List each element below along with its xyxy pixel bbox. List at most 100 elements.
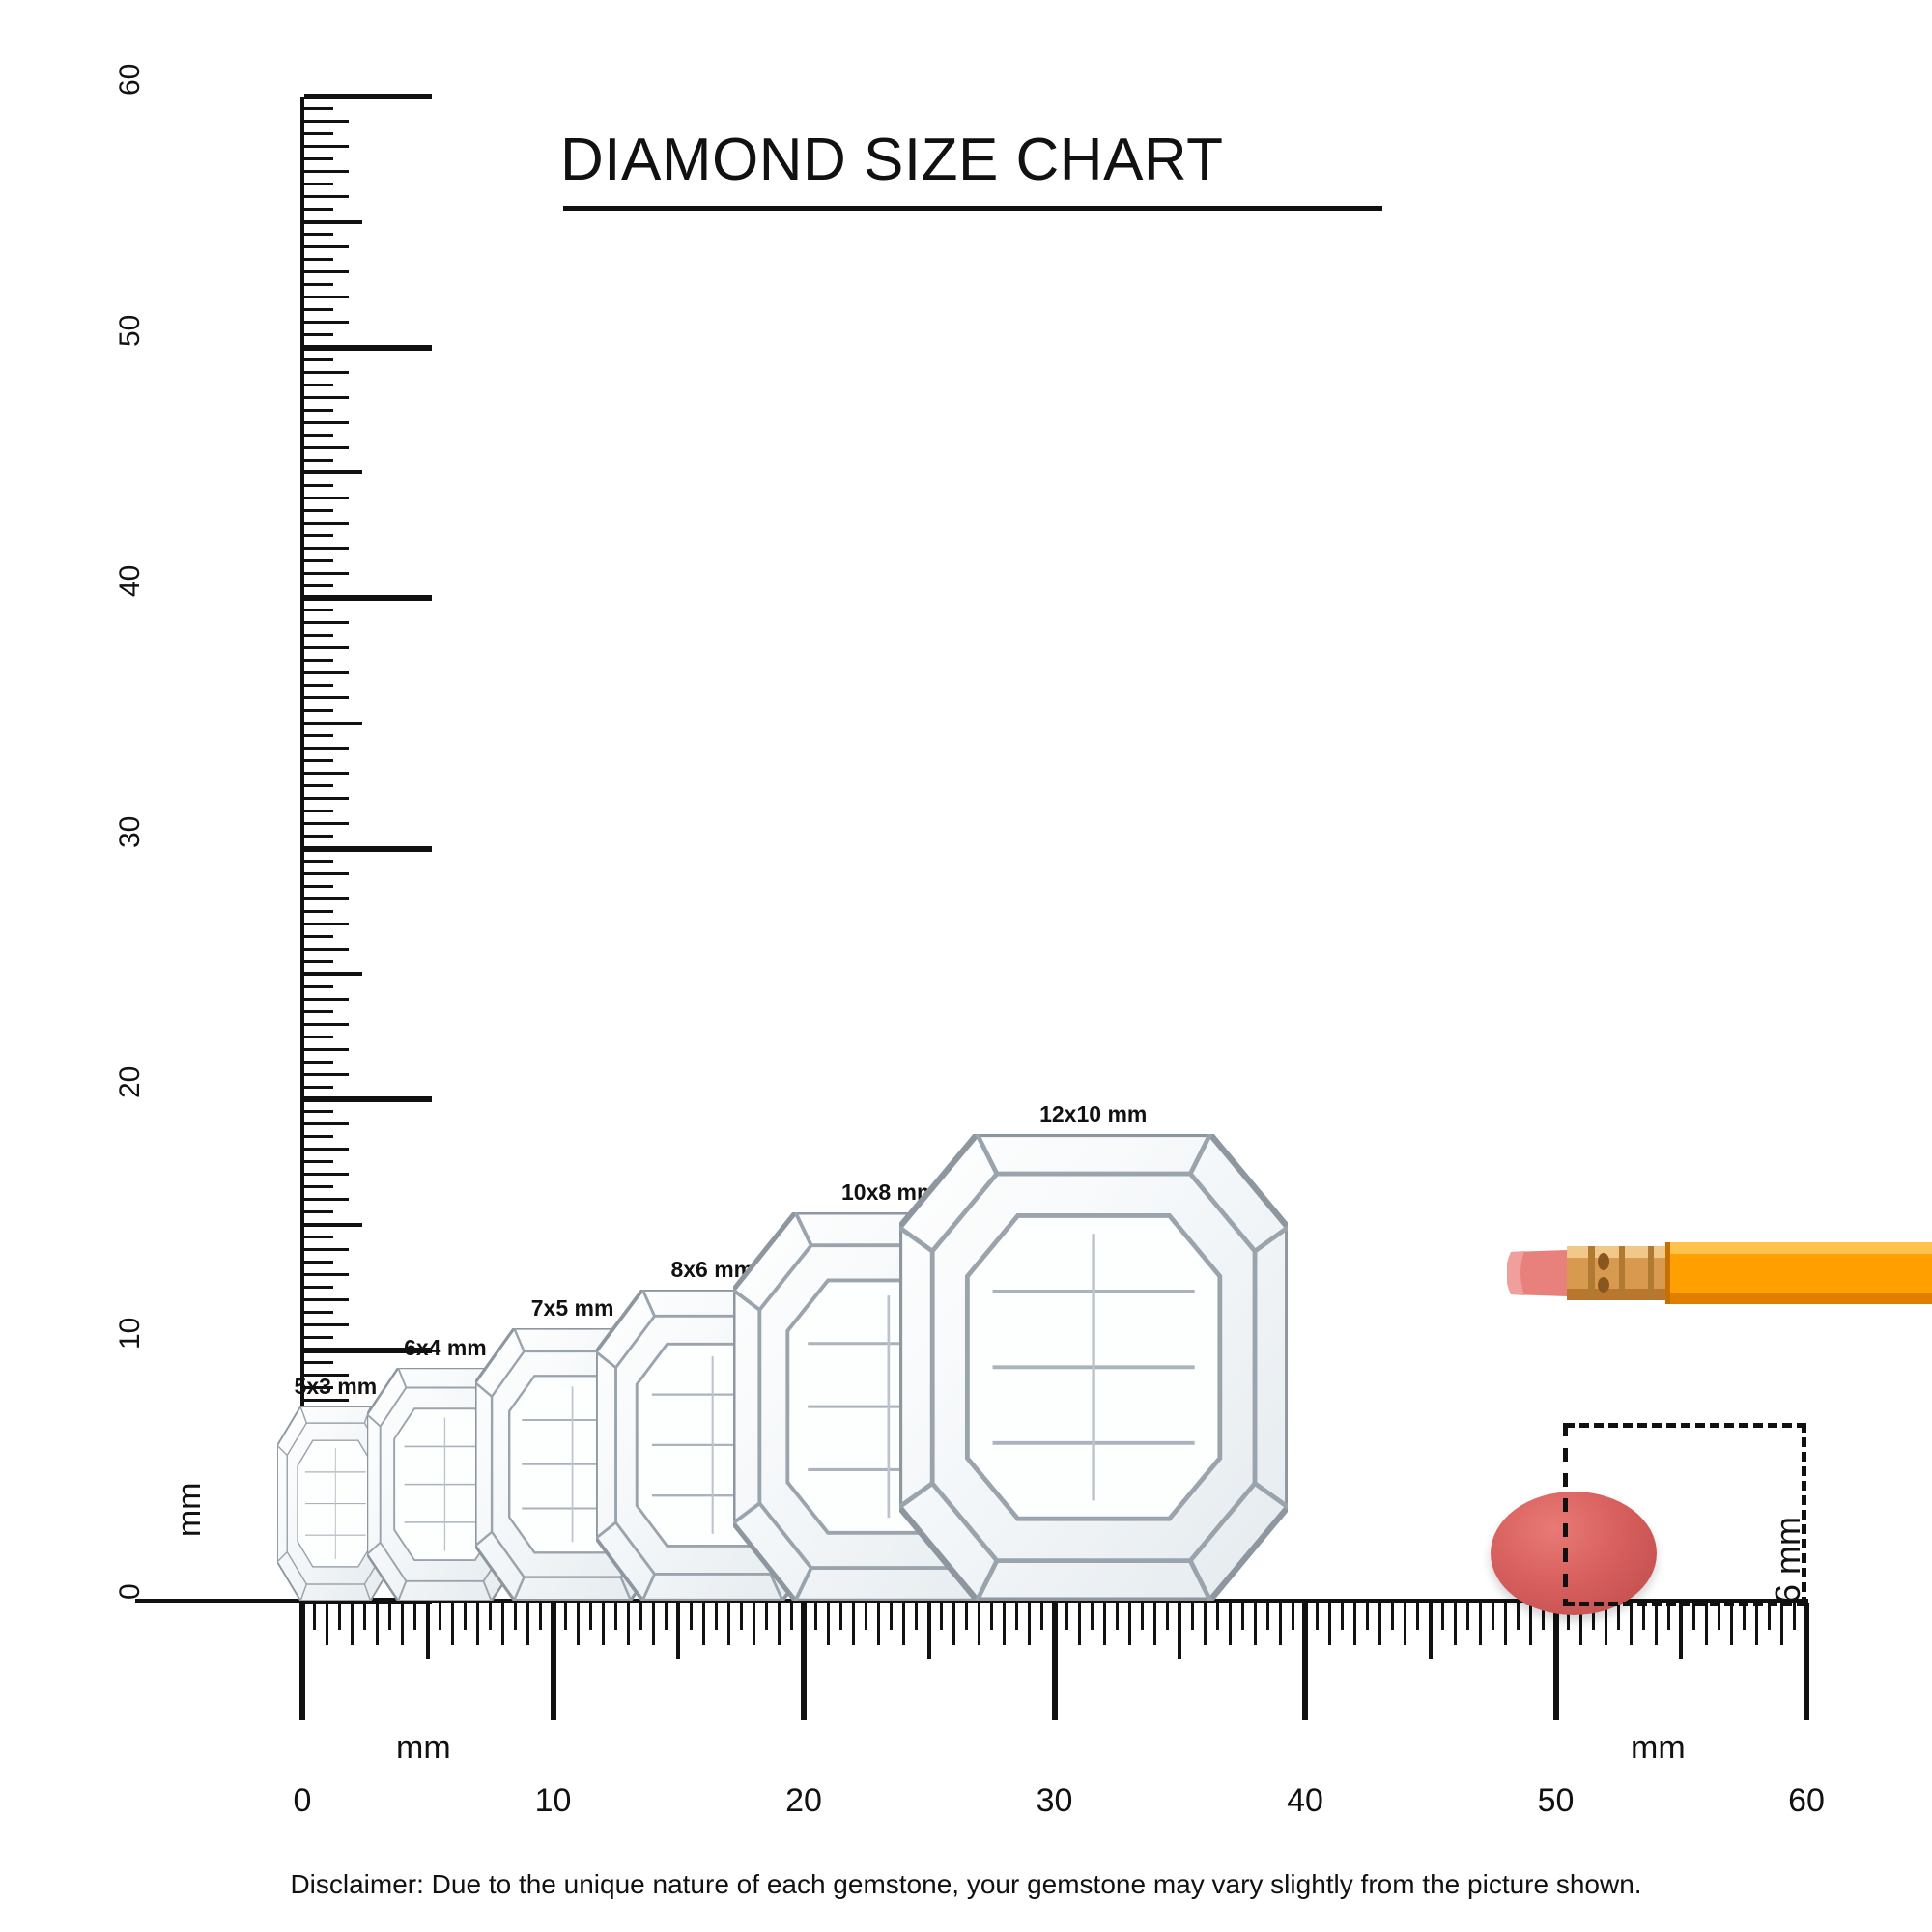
ruler-tick [304,621,349,625]
ruler-tick [304,1222,362,1227]
ruler-tick [304,684,333,688]
ruler-tick [304,822,349,826]
horizontal-ruler-unit-label-left: mm [396,1729,451,1766]
ruler-tick [1003,1603,1007,1645]
ruler-tick [304,344,432,351]
ruler-tick [304,947,349,951]
ruler-tick [965,1603,969,1630]
ruler-tick [304,1373,349,1377]
ruler-tick [304,909,333,913]
ruler-tick [304,546,349,550]
ruler-tick [539,1603,543,1630]
ruler-tick [326,1603,329,1645]
ruler-tick [304,170,349,174]
ruler-tick [1654,1603,1658,1645]
ruler-tick [1102,1603,1106,1645]
measure-bracket [1565,1423,1806,1606]
ruler-tick [304,270,349,274]
ruler-tick [304,1261,333,1264]
ruler-tick [1115,1603,1119,1630]
ruler-tick [304,709,333,713]
ruler-tick [304,1198,349,1202]
ruler-tick [304,1096,432,1102]
horizontal-ruler-axis [135,1599,1808,1603]
ruler-tick [1529,1603,1533,1645]
ruler-tick [304,1273,349,1277]
ruler-tick [1316,1603,1320,1630]
ruler-tick [1779,1603,1783,1645]
ruler-tick [726,1603,730,1645]
ruler-tick [626,1603,630,1645]
ruler-tick [801,1603,807,1720]
disclaimer-text: Disclaimer: Due to the unique nature of … [290,1869,1642,1899]
ruler-tick [1629,1603,1633,1645]
ruler-tick [1240,1603,1244,1630]
ruler-tick [401,1603,405,1645]
ruler-tick [304,283,333,287]
horizontal-ruler-unit-label-right: mm [1631,1729,1686,1766]
ruler-tick [514,1603,518,1630]
ruler-tick [304,496,349,499]
ruler-tick [304,759,333,763]
ruler-tick [1065,1603,1068,1630]
ruler-tick [476,1603,480,1645]
vertical-ruler-unit-label: mm [171,1482,209,1538]
ruler-tick [376,1603,380,1645]
ruler-tick [304,258,333,262]
gem-sample [895,1131,1291,1605]
ruler-tick [304,483,333,487]
measure-label: 6 mm [1768,1517,1807,1604]
ruler-tick [304,997,349,1001]
eraser-disc [1491,1492,1657,1615]
ruler-tick [304,107,333,111]
ruler-tick [304,884,333,888]
ruler-tick [1542,1603,1546,1630]
ruler-tick [1190,1603,1194,1630]
ruler-tick [563,1603,567,1630]
pencil-illustration [1507,1242,1932,1304]
ruler-label: 50 [1537,1782,1575,1819]
title-underline [563,206,1382,211]
ruler-tick [464,1603,468,1630]
ruler-tick [299,1603,305,1720]
ruler-tick [1717,1603,1720,1630]
measure-bracket-left-edge [1563,1423,1568,1606]
ruler-tick [526,1603,530,1645]
ruler-tick [1466,1603,1470,1630]
ruler-tick [1566,1603,1570,1630]
ruler-tick [304,508,333,512]
ruler-tick [304,333,333,337]
ruler-tick [1552,1603,1559,1720]
ruler-tick [304,797,349,801]
ruler-tick [304,659,333,663]
ruler-tick [304,1210,333,1214]
ruler-tick [304,1047,349,1051]
ruler-tick [877,1603,881,1645]
ruler-tick [1302,1603,1308,1720]
ruler-tick [304,195,349,199]
ruler-tick [1178,1603,1182,1659]
ruler-tick [304,634,333,638]
ruler-tick [1666,1603,1670,1630]
ruler-tick [304,696,349,700]
ruler-tick [576,1603,580,1645]
ruler-tick [489,1603,493,1630]
ruler-tick [1366,1603,1370,1630]
ruler-tick [550,1603,556,1720]
ruler-tick [852,1603,856,1645]
ruler-tick [701,1603,705,1645]
ruler-tick [304,896,349,900]
ruler-tick [351,1603,355,1645]
ruler-tick [304,308,333,312]
ruler-tick [304,671,349,675]
ruler-tick [304,646,349,650]
ruler-tick [304,558,333,562]
ruler-tick [1704,1603,1708,1645]
ruler-tick [304,835,333,838]
ruler-tick [304,521,349,525]
ruler-tick [1691,1603,1695,1630]
emerald-cut-gem-icon [895,1131,1291,1605]
ruler-tick [1492,1603,1495,1630]
ruler-tick [304,1072,349,1076]
ruler-tick [439,1603,442,1630]
